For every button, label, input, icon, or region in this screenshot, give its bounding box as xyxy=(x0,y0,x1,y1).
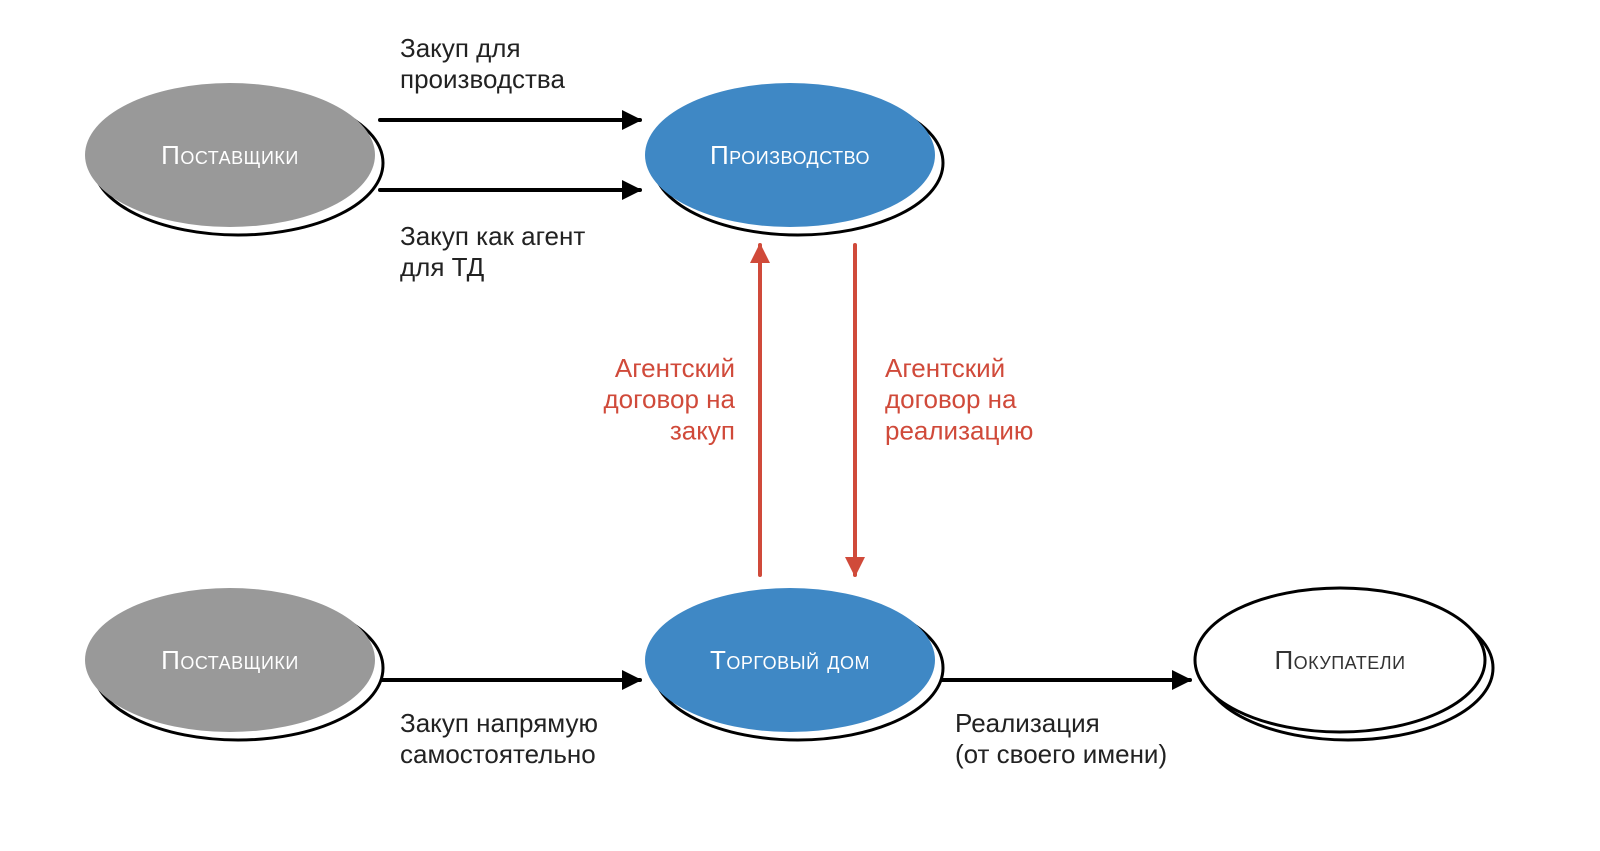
node-suppliers_top: Поставщики xyxy=(85,83,383,235)
edge-label-e6: Реализация(от своего имени) xyxy=(955,708,1167,769)
edge-label-e2: Закуп как агентдля ТД xyxy=(400,221,585,282)
node-production: Производство xyxy=(645,83,943,235)
edge-label-e3: Агентскийдоговор назакуп xyxy=(604,353,736,445)
edge-label-e5: Закуп напрямуюсамостоятельно xyxy=(400,708,598,769)
node-buyers: Покупатели xyxy=(1195,588,1493,740)
node-trading_house: Торговый дом xyxy=(645,588,943,740)
node-label-suppliers_bottom: Поставщики xyxy=(161,645,299,675)
node-suppliers_bottom: Поставщики xyxy=(85,588,383,740)
flowchart-canvas: Закуп дляпроизводства Закуп как агентдля … xyxy=(0,0,1600,851)
node-label-trading_house: Торговый дом xyxy=(710,645,870,675)
node-label-production: Производство xyxy=(710,140,870,170)
node-label-suppliers_top: Поставщики xyxy=(161,140,299,170)
edge-label-e4: Агентскийдоговор нареализацию xyxy=(885,353,1033,445)
edge-label-e1: Закуп дляпроизводства xyxy=(400,33,565,94)
node-label-buyers: Покупатели xyxy=(1274,645,1405,675)
